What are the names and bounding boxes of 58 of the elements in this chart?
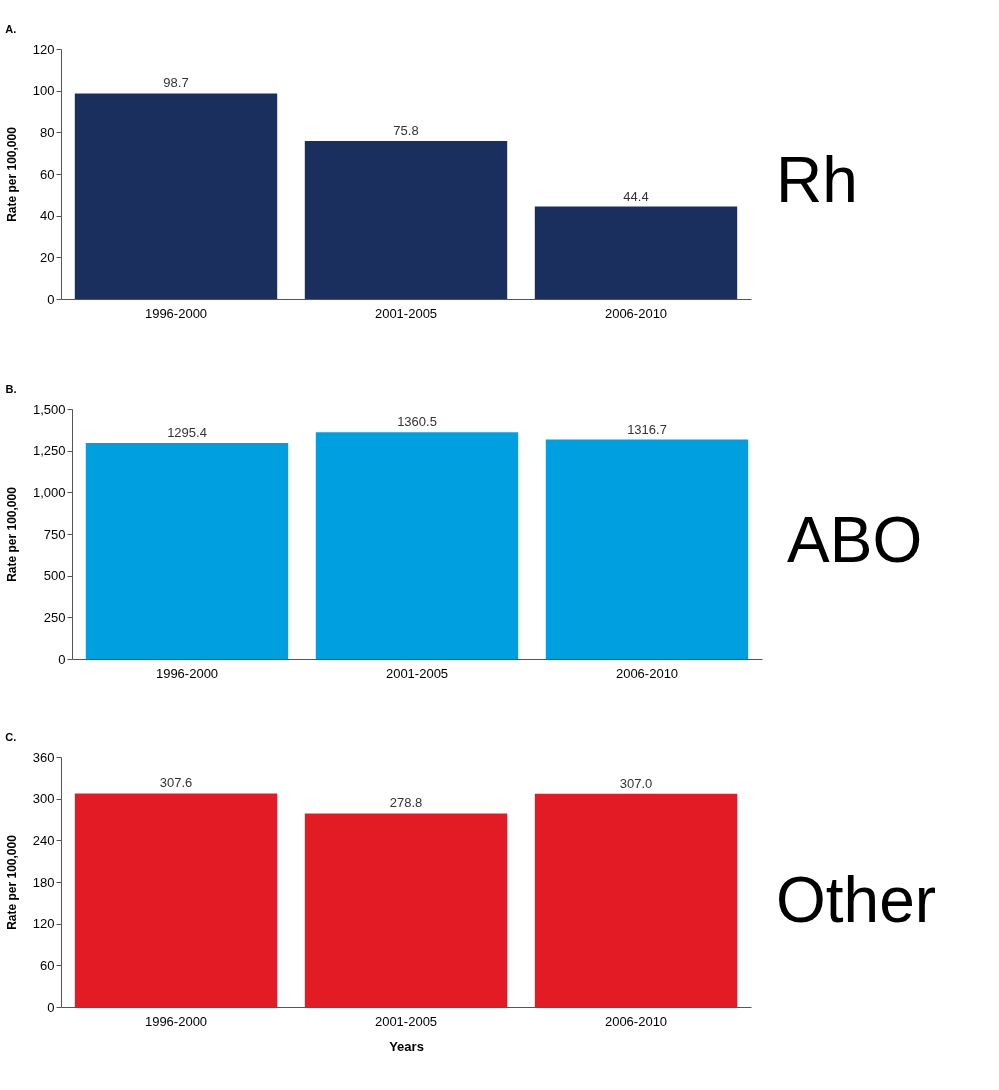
x-tick-label: 2006-2010 [615,665,679,681]
data-label: 44.4 [623,188,649,204]
y-tick-label: 1,000 [32,484,66,500]
bar [304,141,508,299]
x-tick-label: 2006-2010 [604,305,668,321]
x-tick-label: 2001-2005 [374,305,438,321]
y-tick-label: 120 [32,41,55,57]
bar [545,439,749,659]
y-tick-label: 180 [32,874,55,889]
y-tick-label: 20 [40,249,55,265]
x-tick-label: 1996-2000 [144,305,208,321]
data-label: 278.8 [389,794,423,810]
chart-title: C. [5,730,17,743]
bar [534,206,738,299]
y-tick-label: 1,500 [32,401,66,417]
x-tick-label: 1996-2000 [155,665,219,681]
y-axis-title: Rate per 100,000 [4,486,19,582]
y-tick-label: 60 [40,166,55,182]
y-tick-label: 360 [32,749,55,764]
chart-title: B. [5,383,17,395]
y-tick-label: 40 [40,208,55,224]
y-tick-label: 0 [47,291,55,307]
y-tick-label: 80 [40,124,55,140]
data-label: 75.8 [393,123,419,139]
chart-title: A. [5,23,17,35]
y-tick-label: 1,250 [32,443,66,459]
bar [315,432,519,659]
bar [85,443,289,659]
data-label: 1360.5 [397,414,437,430]
data-label: 307.6 [159,774,193,790]
y-axis-title: Rate per 100,000 [4,834,19,930]
y-tick-label: 240 [32,832,55,848]
y-tick-label: 500 [43,568,66,584]
y-tick-label: 300 [32,790,55,806]
y-tick-label: 750 [43,526,66,542]
text: Rh [776,143,858,217]
x-axis-title: Years [389,1038,424,1053]
data-label: 1316.7 [627,421,667,437]
data-label: 307.0 [619,775,653,791]
y-axis-title: Rate per 100,000 [4,126,19,222]
data-label: 1295.4 [167,425,207,441]
x-tick-label: 2001-2005 [385,665,449,681]
data-label: 98.7 [163,75,189,91]
y-tick-label: 100 [32,83,55,99]
bar [304,812,508,1007]
x-tick-label: 1996-2000 [144,1013,208,1028]
text: ABO [787,503,923,577]
y-tick-label: 60 [40,957,55,973]
x-tick-label: 2006-2010 [604,1013,668,1028]
x-tick-label: 2001-2005 [374,1013,438,1028]
y-tick-label: 0 [47,999,55,1014]
bar [74,93,278,299]
y-tick-label: 250 [43,609,66,625]
text: Other [776,863,937,937]
y-tick-label: 0 [58,651,66,667]
y-tick-label: 120 [32,915,55,931]
bar [74,792,278,1007]
bar [534,793,738,1007]
